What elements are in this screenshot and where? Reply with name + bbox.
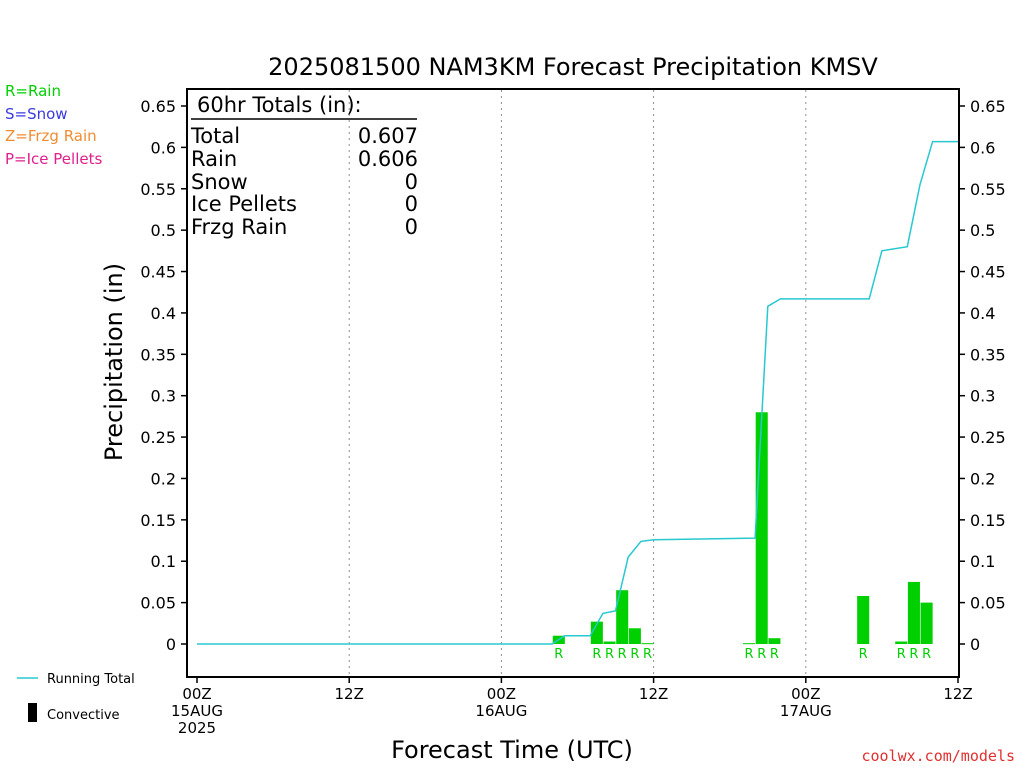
ytick-left-label-3: 0.15 [140,511,176,530]
ytick-left-label-1: 0.05 [140,594,176,613]
xtick-label-2-1: 16AUG [475,702,527,720]
xtick-label-5-0: 12Z [943,685,972,703]
precip-bar-10 [895,641,908,644]
y-axis-right: 0 0.05 0.1 0.15 0.2 0.25 0.3 0.35 0.4 0.45 0.5 0.55… [959,97,1006,654]
xtick-label-0-0: 00Z [182,685,211,703]
ytick-right-label-1: 0.05 [970,594,1006,613]
series-key: Running Total Convective [17,672,135,723]
xtick-label-4-1: 17AUG [780,702,832,720]
ytick-left-label-12: 0.6 [151,138,176,157]
ytick-left-label-4: 0.2 [151,469,176,488]
ptype-label-0: R [554,647,563,662]
legend-snow: S=Snow [5,105,68,123]
ptype-label-6: R [745,647,754,662]
precip-type-legend: R=Rain S=Snow Z=Frzg Rain P=Ice Pellets [5,82,102,168]
ptype-label-8: R [770,647,779,662]
precip-bar-2 [603,641,616,644]
gridlines [348,90,807,676]
precip-bar-11 [907,581,920,644]
totals-value-ice-pellets: 0 [405,192,418,216]
ytick-left-label-10: 0.5 [151,221,176,240]
ytick-right-label-10: 0.5 [970,221,995,240]
ytick-right-label-0: 0 [970,635,980,654]
ytick-left-label-6: 0.3 [151,387,176,406]
precip-bar-12 [920,602,933,644]
xtick-label-0-2: 2025 [178,719,216,737]
xtick-label-1-0: 12Z [335,685,364,703]
xtick-label-2-0: 00Z [487,685,516,703]
totals-value-total: 0.607 [358,124,418,148]
ytick-right-label-4: 0.2 [970,469,995,488]
y-axis-left: 0 0.05 0.1 0.15 0.2 0.25 0.3 0.35 0.4 0.45 0.5 0.55… [140,97,187,654]
precip-bar-6 [743,643,756,645]
precip-bar-5 [641,643,654,645]
ytick-left-label-13: 0.65 [140,97,176,116]
ptype-label-3: R [618,647,627,662]
totals-label-total: Total [190,124,240,148]
ptype-label-12: R [922,647,931,662]
legend-frzg-rain: Z=Frzg Rain [5,127,97,145]
precip-bars [552,412,933,645]
y-axis-title: Precipitation (in) [100,263,128,461]
ptype-label-2: R [605,647,614,662]
ytick-left-label-11: 0.55 [140,180,176,199]
ytick-left-label-9: 0.45 [140,263,176,282]
x-axis-title: Forecast Time (UTC) [391,736,633,764]
totals-label-snow: Snow [191,170,248,194]
ytick-left-label-2: 0.1 [151,552,176,571]
credit-text: coolwx.com/models [861,747,1015,765]
totals-value-frzg-rain: 0 [405,215,418,239]
ytick-right-label-3: 0.15 [970,511,1006,530]
ptype-label-5: R [643,647,652,662]
totals-value-rain: 0.606 [358,147,418,171]
ytick-right-label-7: 0.35 [970,345,1006,364]
ytick-right-label-9: 0.45 [970,263,1006,282]
ytick-right-label-2: 0.1 [970,552,995,571]
ytick-right-label-6: 0.3 [970,387,995,406]
ptype-label-11: R [909,647,918,662]
precip-bar-1 [590,621,603,644]
ptype-label-9: R [859,647,868,662]
ytick-left-label-8: 0.4 [151,304,176,323]
precip-bar-8 [768,638,781,644]
ytick-left-label-0: 0 [166,635,176,654]
ptype-label-10: R [897,647,906,662]
plot-frame [186,88,960,678]
precip-bar-9 [857,595,870,644]
legend-rain: R=Rain [5,82,61,100]
totals-value-snow: 0 [405,170,418,194]
precip-bar-4 [628,628,641,644]
ptype-label-7: R [757,647,766,662]
totals-label-frzg-rain: Frzg Rain [191,215,287,239]
ptype-label-4: R [630,647,639,662]
totals-label-rain: Rain [191,147,237,171]
ytick-right-label-11: 0.55 [970,180,1006,199]
convective-key-swatch [28,703,37,722]
totals-header: 60hr Totals (in): [197,93,362,117]
xtick-label-3-0: 12Z [639,685,668,703]
precip-bar-7 [755,412,768,644]
ytick-right-label-8: 0.4 [970,304,995,323]
running-total-key-label: Running Total [47,672,135,687]
legend-ice-pellets: P=Ice Pellets [5,150,102,168]
running-total-polyline [197,140,958,645]
ytick-right-label-12: 0.6 [970,138,995,157]
ptype-label-1: R [592,647,601,662]
ytick-left-label-7: 0.35 [140,345,176,364]
totals-box: 60hr Totals (in): Total 0.607 Rain 0.606… [190,93,418,239]
xtick-label-4-0: 00Z [791,685,820,703]
xtick-label-0-1: 15AUG [171,702,223,720]
ytick-right-label-5: 0.25 [970,428,1006,447]
ytick-right-label-13: 0.65 [970,97,1006,116]
totals-label-ice-pellets: Ice Pellets [191,192,297,216]
ytick-left-label-5: 0.25 [140,428,176,447]
precip-bar-3 [616,590,629,644]
chart-title: 2025081500 NAM3KM Forecast Precipitation… [268,53,878,81]
convective-key-label: Convective [47,708,120,723]
running-total-line [197,140,958,645]
